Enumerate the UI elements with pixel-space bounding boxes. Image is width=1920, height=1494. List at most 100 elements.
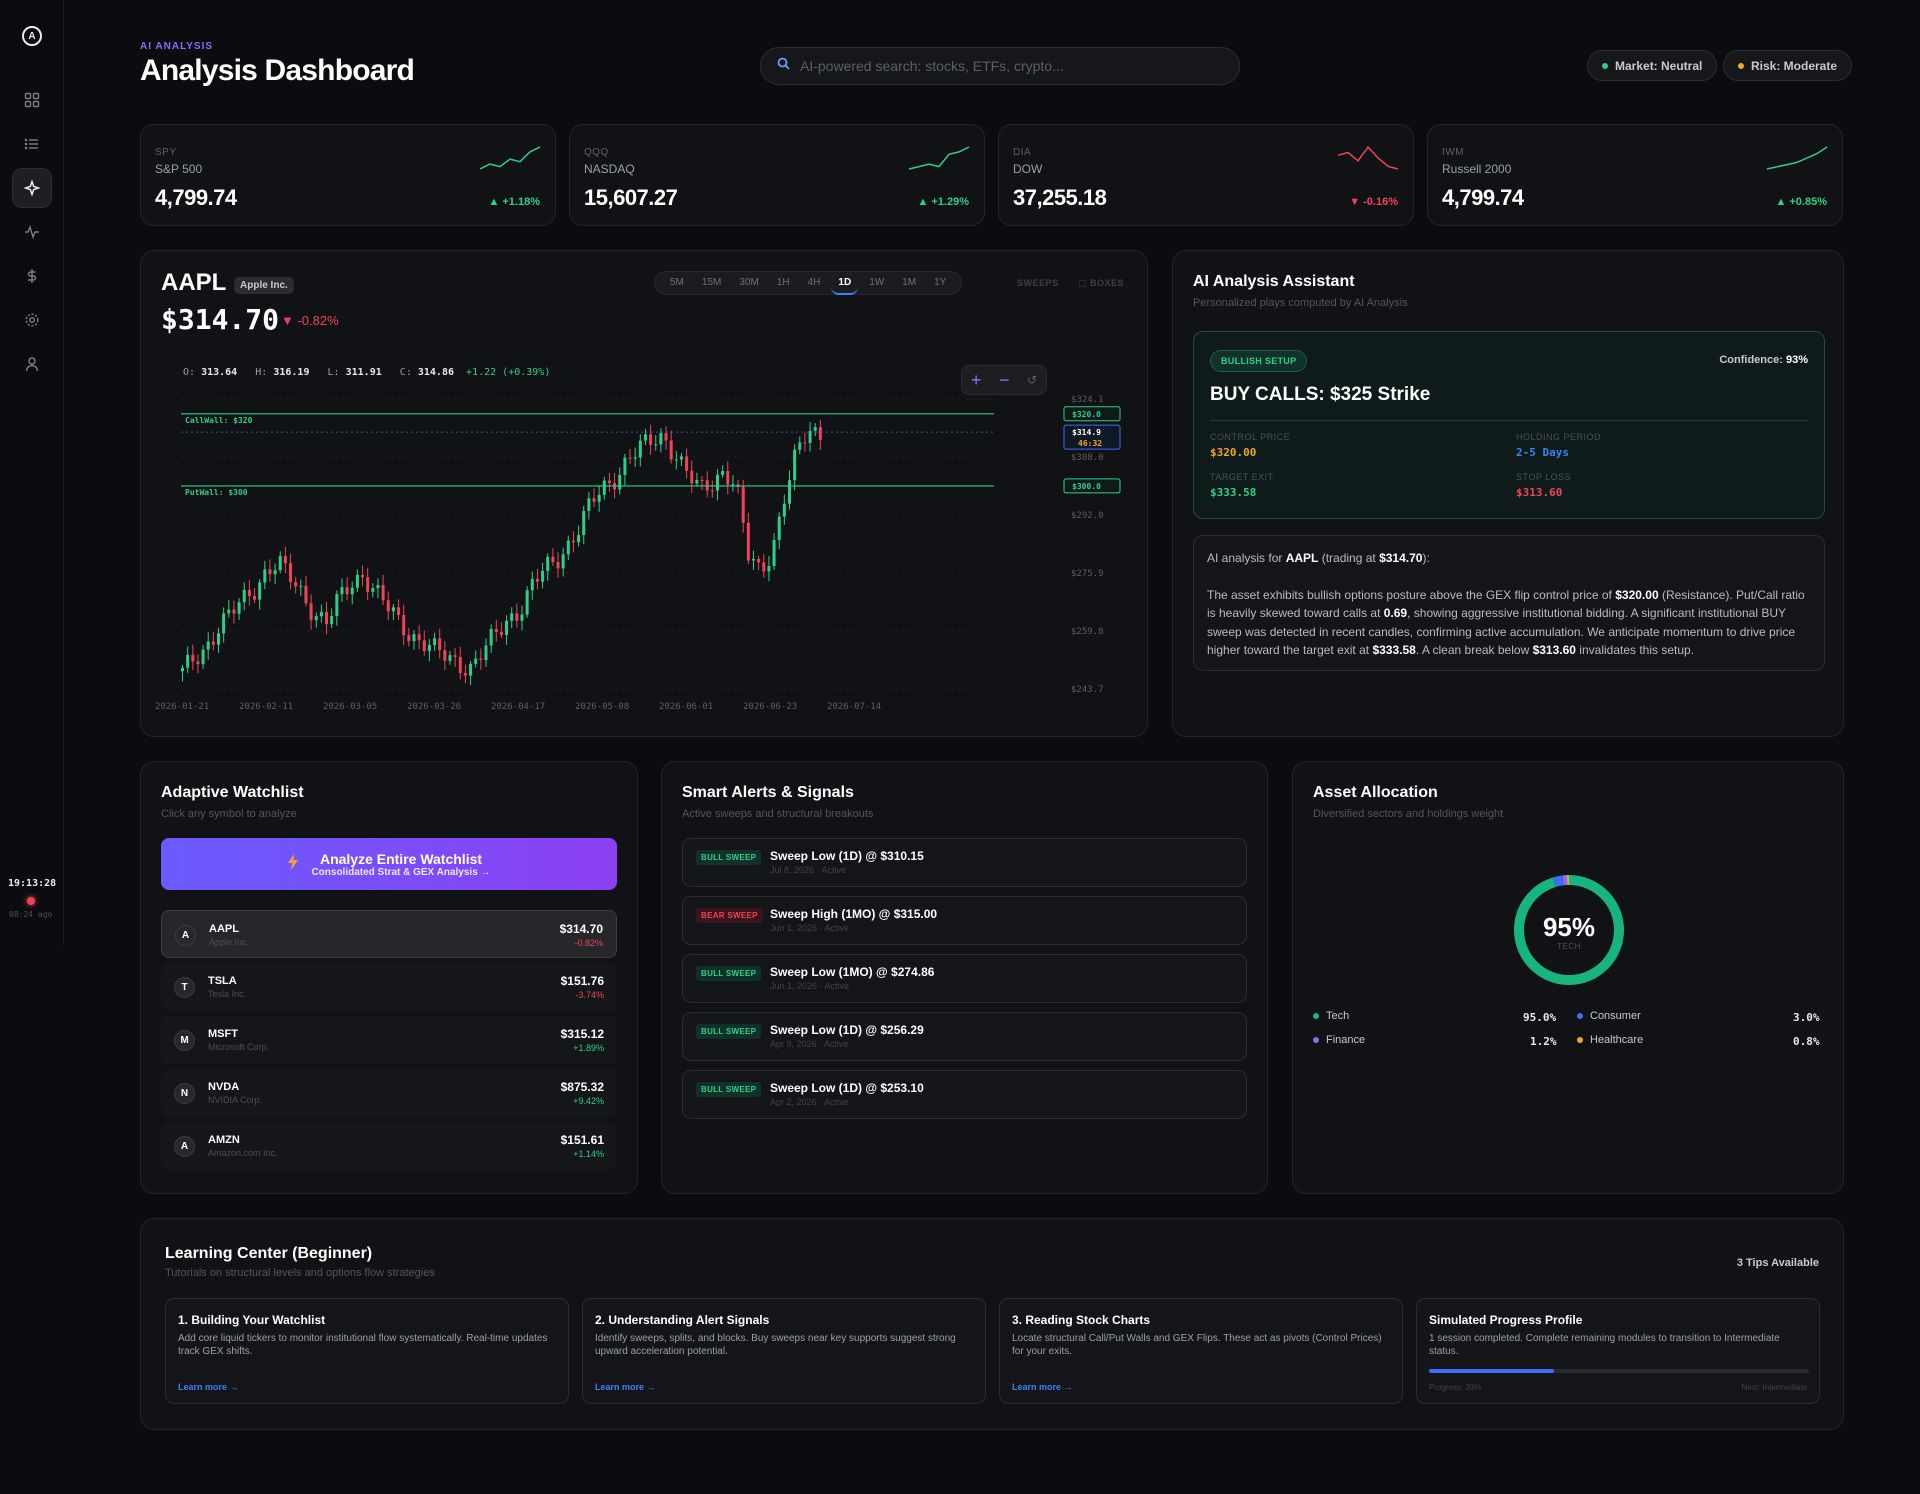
sparkline xyxy=(1337,145,1399,170)
zoom-reset-button[interactable]: ↺ xyxy=(1027,373,1038,387)
search-bar[interactable] xyxy=(760,47,1240,85)
ticker-change: ▲ +1.29% xyxy=(917,196,969,208)
risk-status-pill[interactable]: Risk: Moderate xyxy=(1723,50,1853,81)
watchlist-row[interactable]: A AAPL Apple Inc. $314.70 -0.82% xyxy=(161,910,617,958)
alert-tag: BULL SWEEP xyxy=(696,1082,762,1097)
learn-more-link[interactable]: Learn more → xyxy=(595,1382,656,1392)
alert-item[interactable]: BULL SWEEP Sweep Low (1MO) @ $274.86 Jun… xyxy=(682,954,1247,1003)
analysis-intro-text: AI analysis for xyxy=(1207,551,1286,565)
alert-tag: BEAR SWEEP xyxy=(696,908,763,923)
market-status-pill[interactable]: Market: Neutral xyxy=(1587,50,1718,81)
candle-body xyxy=(458,656,462,673)
dashboard-grid-icon[interactable] xyxy=(12,80,52,120)
zoom-out-button[interactable]: − xyxy=(998,369,1010,390)
tab-timeframe-1h[interactable]: 1H xyxy=(776,277,790,288)
target-exit-value: $333.58 xyxy=(1210,486,1257,499)
donut-segment-healthcare[interactable] xyxy=(1514,875,1624,985)
alert-item[interactable]: BULL SWEEP Sweep Low (1D) @ $253.10 Apr … xyxy=(682,1070,1247,1119)
user-profile-icon[interactable] xyxy=(12,344,52,384)
lightning-icon xyxy=(287,853,299,875)
alert-item[interactable]: BULL SWEEP Sweep Low (1D) @ $256.29 Apr … xyxy=(682,1012,1247,1061)
alert-meta: Apr 9, 2026 · Active xyxy=(770,1039,849,1049)
activity-icon[interactable] xyxy=(12,212,52,252)
candle-body xyxy=(551,556,555,563)
analyze-watchlist-button[interactable]: Analyze Entire Watchlist Consolidated St… xyxy=(161,838,617,890)
sweeps-toggle[interactable]: SWEEPS xyxy=(1017,278,1059,288)
candle-body xyxy=(463,672,467,676)
ai-analysis-text: AI analysis for AAPL (trading at $314.70… xyxy=(1193,535,1825,671)
risk-status-label: Risk: Moderate xyxy=(1751,58,1838,73)
candle-body xyxy=(366,577,370,592)
alerts-subtitle: Active sweeps and structural breakouts xyxy=(682,808,874,820)
candle-body xyxy=(721,471,725,475)
candle-body xyxy=(433,638,437,646)
learn-more-link[interactable]: Learn more → xyxy=(178,1382,239,1392)
x-axis-label: 2026-02-11 xyxy=(239,702,293,712)
candle-body xyxy=(469,663,473,676)
control-price-label: CONTROL PRICE xyxy=(1210,432,1291,442)
boxes-toggle[interactable]: ▢ BOXES xyxy=(1078,278,1125,288)
tab-timeframe-1w[interactable]: 1W xyxy=(869,277,885,288)
y-axis-label: $308.0 xyxy=(1071,453,1104,463)
ticker-change: ▼ -0.16% xyxy=(1349,196,1398,208)
watchlist-change: +1.14% xyxy=(573,1149,604,1159)
alert-item[interactable]: BEAR SWEEP Sweep High (1MO) @ $315.00 Ju… xyxy=(682,896,1247,945)
tip-title: 2. Understanding Alert Signals xyxy=(595,1313,770,1327)
candle-body xyxy=(782,503,786,517)
search-icon xyxy=(777,57,790,75)
allocation-title: Asset Allocation xyxy=(1313,784,1438,801)
tab-timeframe-15m[interactable]: 15M xyxy=(701,277,722,288)
watchlist-row[interactable]: T TSLA Tesla Inc. $151.76 -3.74% xyxy=(161,963,617,1011)
candle-body xyxy=(818,427,822,440)
tab-timeframe-1y[interactable]: 1Y xyxy=(934,277,947,288)
candle-body xyxy=(186,654,190,668)
candle-body xyxy=(751,558,755,561)
candlestick-chart[interactable]: $324.1 $308.0 $292.0 $275.9 $259.8 $243.7 2026… xyxy=(141,251,1149,738)
candle-body xyxy=(726,471,730,485)
ticker-card-spy[interactable]: SPY S&P 500 4,799.74 ▲ +1.18% xyxy=(140,124,556,226)
settings-gear-icon[interactable] xyxy=(12,300,52,340)
list-icon[interactable] xyxy=(12,124,52,164)
tab-timeframe-5m[interactable]: 5M xyxy=(670,277,684,288)
level-label: CallWall: $320 xyxy=(185,416,253,425)
candle-body xyxy=(592,498,596,502)
watchlist-row[interactable]: M MSFT Microsoft Corp. $315.12 +1.89% xyxy=(161,1016,617,1064)
ai-sparkle-icon[interactable] xyxy=(12,168,52,208)
analysis-price: $314.70 xyxy=(1379,551,1423,565)
progress-bar xyxy=(1429,1369,1809,1373)
ticker-card-iwm[interactable]: IWM Russell 2000 4,799.74 ▲ +0.85% xyxy=(1427,124,1843,226)
candle-body xyxy=(217,633,221,645)
tab-timeframe-1d[interactable]: 1D xyxy=(829,273,860,295)
watchlist-card: Adaptive Watchlist Click any symbol to a… xyxy=(140,761,638,1194)
watchlist-row[interactable]: N NVDA NVIDIA Corp. $875.32 +9.42% xyxy=(161,1069,617,1117)
chart-symbol: AAPL xyxy=(161,269,227,296)
app-logo[interactable]: A xyxy=(22,26,42,46)
page-eyebrow: AI ANALYSIS xyxy=(140,41,214,52)
holding-period-value: 2-5 Days xyxy=(1516,446,1569,459)
ticker-card-qqq[interactable]: QQQ NASDAQ 15,607.27 ▲ +1.29% xyxy=(569,124,985,226)
learning-subtitle: Tutorials on structural levels and optio… xyxy=(165,1267,435,1279)
zoom-in-button[interactable]: + xyxy=(970,369,982,390)
candle-body xyxy=(793,449,797,481)
alerts-card: Smart Alerts & Signals Active sweeps and… xyxy=(661,761,1268,1194)
y-axis-label: $324.1 xyxy=(1071,395,1104,405)
company-badge: Apple Inc. xyxy=(234,277,294,294)
watchlist-company: Amazon.com Inc. xyxy=(208,1148,278,1158)
level-label: PutWall: $300 xyxy=(185,488,248,497)
candle-body xyxy=(685,456,689,471)
trade-setup-panel: BULLISH SETUP Confidence: 93% BUY CALLS:… xyxy=(1193,331,1825,519)
tab-timeframe-1m[interactable]: 1M xyxy=(902,277,917,288)
allocation-donut[interactable] xyxy=(1293,860,1845,1000)
watchlist-row[interactable]: A AMZN Amazon.com Inc. $151.61 +1.14% xyxy=(161,1122,617,1170)
ticker-card-dia[interactable]: DIA DOW 37,255.18 ▼ -0.16% xyxy=(998,124,1414,226)
tab-timeframe-30m[interactable]: 30M xyxy=(739,277,759,288)
dollar-icon[interactable] xyxy=(12,256,52,296)
learn-more-link[interactable]: Learn more → xyxy=(1012,1382,1073,1392)
sparkline-path xyxy=(479,146,541,170)
alert-item[interactable]: BULL SWEEP Sweep Low (1D) @ $310.15 Jul … xyxy=(682,838,1247,887)
candle-body xyxy=(381,584,385,601)
tab-timeframe-4h[interactable]: 4H xyxy=(807,277,821,288)
watchlist-price: $315.12 xyxy=(560,1027,604,1041)
alert-meta: Jun 1, 2026 · Active xyxy=(770,981,850,991)
search-input[interactable] xyxy=(800,58,1220,74)
